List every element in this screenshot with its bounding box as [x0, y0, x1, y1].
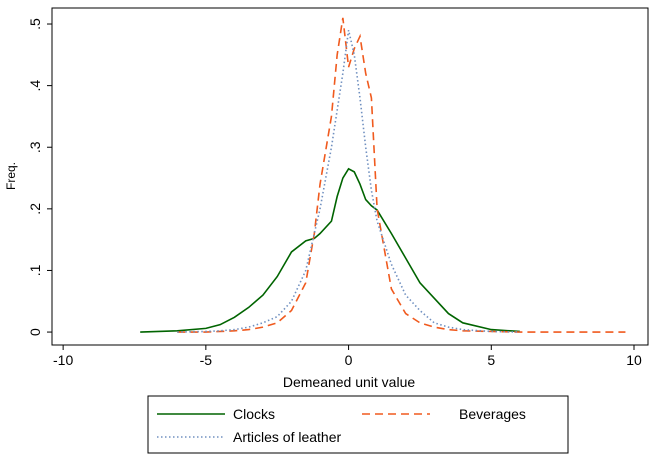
y-tick-label: .3: [27, 141, 43, 153]
legend-label: Clocks: [233, 406, 275, 422]
x-tick-label: -5: [200, 352, 213, 368]
x-tick-label: 10: [626, 352, 642, 368]
series-line: [140, 167, 520, 333]
x-tick-label: -10: [53, 352, 73, 368]
series-line: [177, 17, 626, 333]
x-axis-label: Demeaned unit value: [283, 374, 416, 390]
x-tick-label: 5: [487, 352, 495, 368]
x-tick-label: 0: [345, 352, 353, 368]
legend-label: Beverages: [459, 406, 526, 422]
plot-frame: [51, 7, 649, 346]
legend-label: Articles of leather: [233, 429, 341, 445]
series-line: [177, 29, 520, 333]
y-tick-label: .1: [27, 264, 43, 276]
y-tick-label: .4: [27, 80, 43, 92]
y-tick-label: .5: [27, 18, 43, 30]
y-tick-label: 0: [27, 328, 43, 336]
y-axis-label: Freq.: [4, 162, 18, 190]
y-tick-label: .2: [27, 203, 43, 215]
legend-box: [147, 395, 569, 454]
